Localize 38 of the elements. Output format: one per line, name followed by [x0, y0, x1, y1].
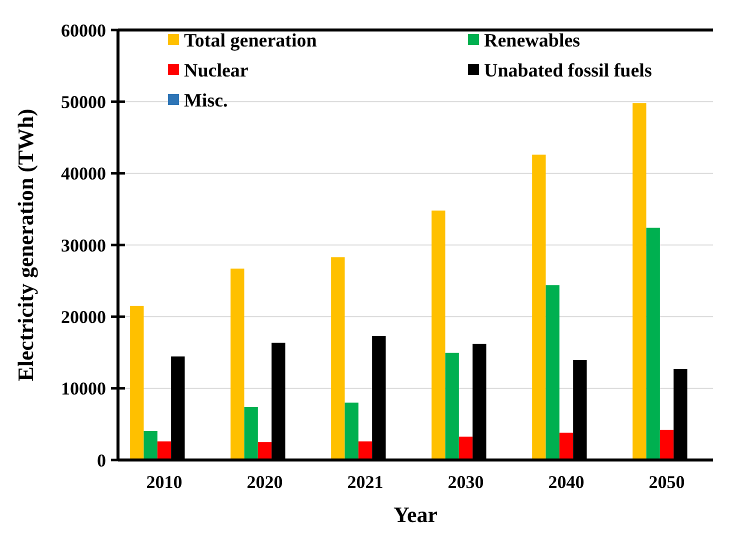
bar: [244, 406, 258, 460]
bar: [331, 257, 345, 460]
x-tick-label: 2021: [347, 472, 384, 492]
bar: [458, 436, 473, 460]
bar: [258, 442, 272, 460]
bar: [344, 402, 358, 460]
legend-label: Nuclear: [184, 60, 249, 82]
y-axis-title: Electricity generation (TWh): [13, 108, 38, 382]
x-tick-label: 2030: [448, 472, 484, 492]
x-axis-title: Year: [394, 502, 438, 527]
x-tick-label: 2020: [246, 472, 283, 492]
y-tick-label: 40000: [61, 164, 106, 184]
y-tick-label: 0: [97, 450, 106, 470]
bar: [632, 103, 646, 460]
bar: [358, 441, 372, 460]
y-tick-label: 30000: [61, 235, 106, 256]
x-tick-label: 2040: [548, 472, 584, 492]
legend-label: Renewables: [484, 30, 580, 52]
bar: [660, 430, 674, 460]
legend-label: Unabated fossil fuels: [484, 60, 652, 82]
y-tick-label: 60000: [61, 20, 106, 40]
bar: [144, 430, 158, 460]
bar: [646, 228, 660, 460]
legend-label: Misc.: [184, 90, 228, 112]
bar: [157, 441, 172, 460]
bar: [559, 432, 574, 460]
bar: [532, 154, 546, 460]
bar: [230, 268, 244, 460]
legend-label: Total generation: [184, 30, 318, 52]
bar: [445, 352, 459, 460]
y-tick-label: 50000: [61, 92, 106, 112]
bar: [432, 210, 446, 460]
x-tick-label: 2050: [648, 472, 685, 492]
bar: [546, 285, 560, 460]
bar: [130, 306, 144, 460]
y-tick-label: 20000: [61, 306, 106, 327]
x-tick-label: 2010: [146, 472, 182, 492]
y-tick-label: 10000: [61, 378, 106, 399]
